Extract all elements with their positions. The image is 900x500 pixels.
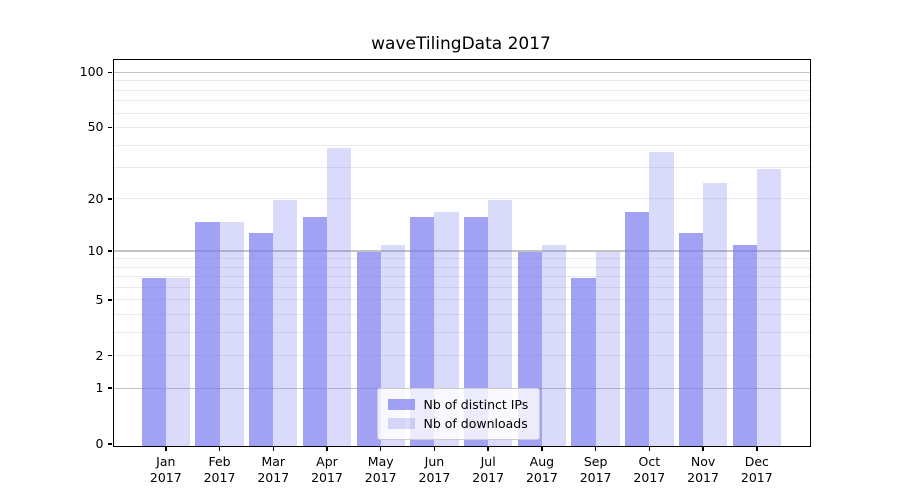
y-tick-label: 100 — [79, 64, 104, 80]
y-tick — [107, 299, 112, 301]
plot-area: Nb of distinct IPs Nb of downloads 0 1 2 5 1… — [80, 58, 811, 485]
x-tick-label: Jun 2017 — [418, 453, 451, 486]
x-tick-label: Jul 2017 — [472, 453, 505, 486]
gridline-minor — [113, 167, 810, 169]
bar-downloads — [326, 148, 352, 446]
x-tick-label: Jan 2017 — [149, 453, 182, 486]
y-tick-label: 0 — [95, 436, 104, 451]
x-tick — [702, 447, 704, 451]
x-tick-label: Feb 2017 — [203, 453, 236, 486]
gridline-minor — [113, 112, 810, 114]
bar-distinct-ips — [249, 232, 274, 446]
x-tick — [648, 447, 651, 451]
bar-downloads — [649, 152, 674, 446]
y-tick — [107, 198, 112, 200]
x-tick — [487, 447, 489, 451]
x-tick — [218, 447, 221, 451]
x-tick-label: Aug 2017 — [525, 453, 558, 486]
y-tick — [107, 71, 112, 74]
legend-row-downloads: Nb of downloads — [387, 414, 529, 433]
gridline-minor — [113, 144, 810, 146]
gridline-minor — [113, 89, 810, 91]
bar-distinct-ips — [678, 232, 704, 446]
gridline-minor — [113, 198, 810, 200]
y-tick — [107, 250, 112, 252]
bar-downloads — [273, 199, 298, 446]
bar-downloads — [165, 277, 190, 446]
x-tick-label: Apr 2017 — [311, 453, 343, 486]
y-tick — [107, 126, 112, 129]
bar-downloads — [219, 221, 244, 446]
x-tick-label: May 2017 — [364, 453, 397, 486]
x-tick — [594, 447, 597, 451]
bar-distinct-ips — [195, 221, 220, 446]
gridline-minor — [113, 276, 810, 278]
x-tick-label: Sep 2017 — [579, 453, 612, 486]
gridline-minor — [113, 266, 810, 268]
bar-distinct-ips — [625, 212, 650, 446]
gridline-minor — [113, 313, 810, 315]
x-tick — [541, 447, 543, 451]
bar-downloads — [595, 251, 620, 446]
bar-downloads — [541, 244, 567, 446]
bar-distinct-ips — [302, 216, 327, 446]
legend-swatch-downloads-icon — [387, 417, 415, 429]
gridline-major — [113, 250, 810, 252]
x-tick — [326, 447, 328, 451]
x-tick — [379, 447, 382, 451]
x-tick — [272, 447, 274, 451]
x-tick — [165, 447, 167, 451]
gridline-minor — [113, 331, 810, 333]
x-tick — [433, 447, 436, 451]
bar-distinct-ips — [571, 277, 596, 446]
gridline-minor — [113, 286, 810, 288]
y-tick-label: 10 — [87, 242, 104, 258]
legend-label-downloads: Nb of downloads — [423, 415, 528, 431]
legend: Nb of distinct IPs Nb of downloads — [376, 387, 541, 440]
gridline-minor — [113, 258, 810, 260]
y-tick-label: 5 — [95, 291, 104, 307]
x-tick-label: Mar 2017 — [257, 453, 290, 486]
x-tick-label: Nov 2017 — [687, 453, 719, 486]
x-tick — [756, 447, 758, 451]
legend-label-distinct-ips: Nb of distinct IPs — [423, 396, 529, 412]
gridline-minor — [113, 80, 810, 82]
legend-row-distinct-ips: Nb of distinct IPs — [387, 395, 529, 414]
legend-swatch-distinct-ips-icon — [387, 398, 415, 410]
bar-distinct-ips — [732, 244, 757, 446]
gridline-minor — [113, 126, 810, 128]
y-tick-label: 20 — [87, 190, 104, 206]
gridline-minor — [113, 355, 810, 357]
x-tick-label: Oct 2017 — [633, 453, 666, 486]
gridline-major — [113, 71, 810, 74]
chart-title: waveTilingData 2017 — [371, 34, 551, 54]
y-tick — [107, 387, 112, 389]
gridline-minor — [113, 100, 810, 102]
y-tick-label: 1 — [95, 380, 104, 396]
bar-downloads — [756, 168, 781, 446]
y-tick-label: 2 — [95, 347, 104, 363]
y-tick — [107, 443, 112, 445]
y-tick-label: 50 — [87, 119, 104, 135]
bar-distinct-ips — [141, 277, 166, 446]
gridline-minor — [113, 299, 810, 301]
y-tick — [107, 354, 112, 357]
bar-downloads — [703, 182, 728, 446]
x-tick-label: Dec 2017 — [740, 453, 773, 486]
